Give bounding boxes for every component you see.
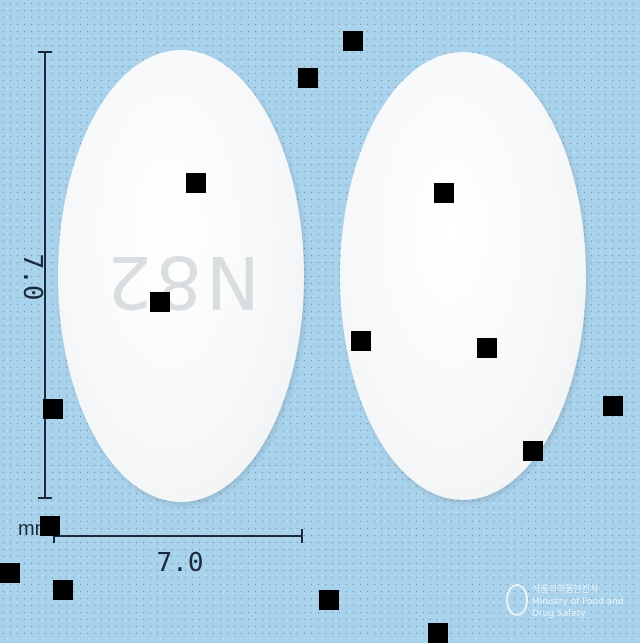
vertical-scale-tick-top bbox=[38, 51, 52, 53]
noise-square bbox=[428, 623, 448, 643]
height-label: 7.0 bbox=[17, 253, 47, 301]
noise-square bbox=[0, 563, 20, 583]
tablet-imprint: N82 bbox=[102, 240, 260, 324]
noise-square bbox=[434, 183, 454, 203]
watermark-line2: Ministry of Food and Drug Safety bbox=[532, 597, 624, 619]
horizontal-scale-bar bbox=[54, 535, 302, 537]
horizontal-scale-tick-right bbox=[301, 529, 303, 543]
ministry-logo-icon bbox=[506, 584, 528, 616]
noise-square bbox=[477, 338, 497, 358]
noise-square bbox=[603, 396, 623, 416]
noise-square bbox=[319, 590, 339, 610]
noise-square bbox=[53, 580, 73, 600]
watermark: 식품의약품안전처 Ministry of Food and Drug Safet… bbox=[506, 582, 626, 619]
watermark-text: 식품의약품안전처 Ministry of Food and Drug Safet… bbox=[532, 584, 626, 620]
width-label: 7.0 bbox=[156, 548, 204, 578]
vertical-scale-bar bbox=[44, 52, 46, 498]
noise-square bbox=[40, 516, 60, 536]
noise-square bbox=[150, 292, 170, 312]
noise-square bbox=[186, 173, 206, 193]
tablet-right bbox=[340, 52, 586, 500]
tablet-left: N82 bbox=[58, 50, 304, 502]
watermark-line1: 식품의약품안전처 bbox=[532, 585, 599, 595]
noise-square bbox=[351, 331, 371, 351]
noise-square bbox=[343, 31, 363, 51]
noise-square bbox=[298, 68, 318, 88]
noise-square bbox=[523, 441, 543, 461]
noise-square bbox=[43, 399, 63, 419]
vertical-scale-tick-bottom bbox=[38, 497, 52, 499]
horizontal-scale-tick-left bbox=[53, 529, 55, 543]
